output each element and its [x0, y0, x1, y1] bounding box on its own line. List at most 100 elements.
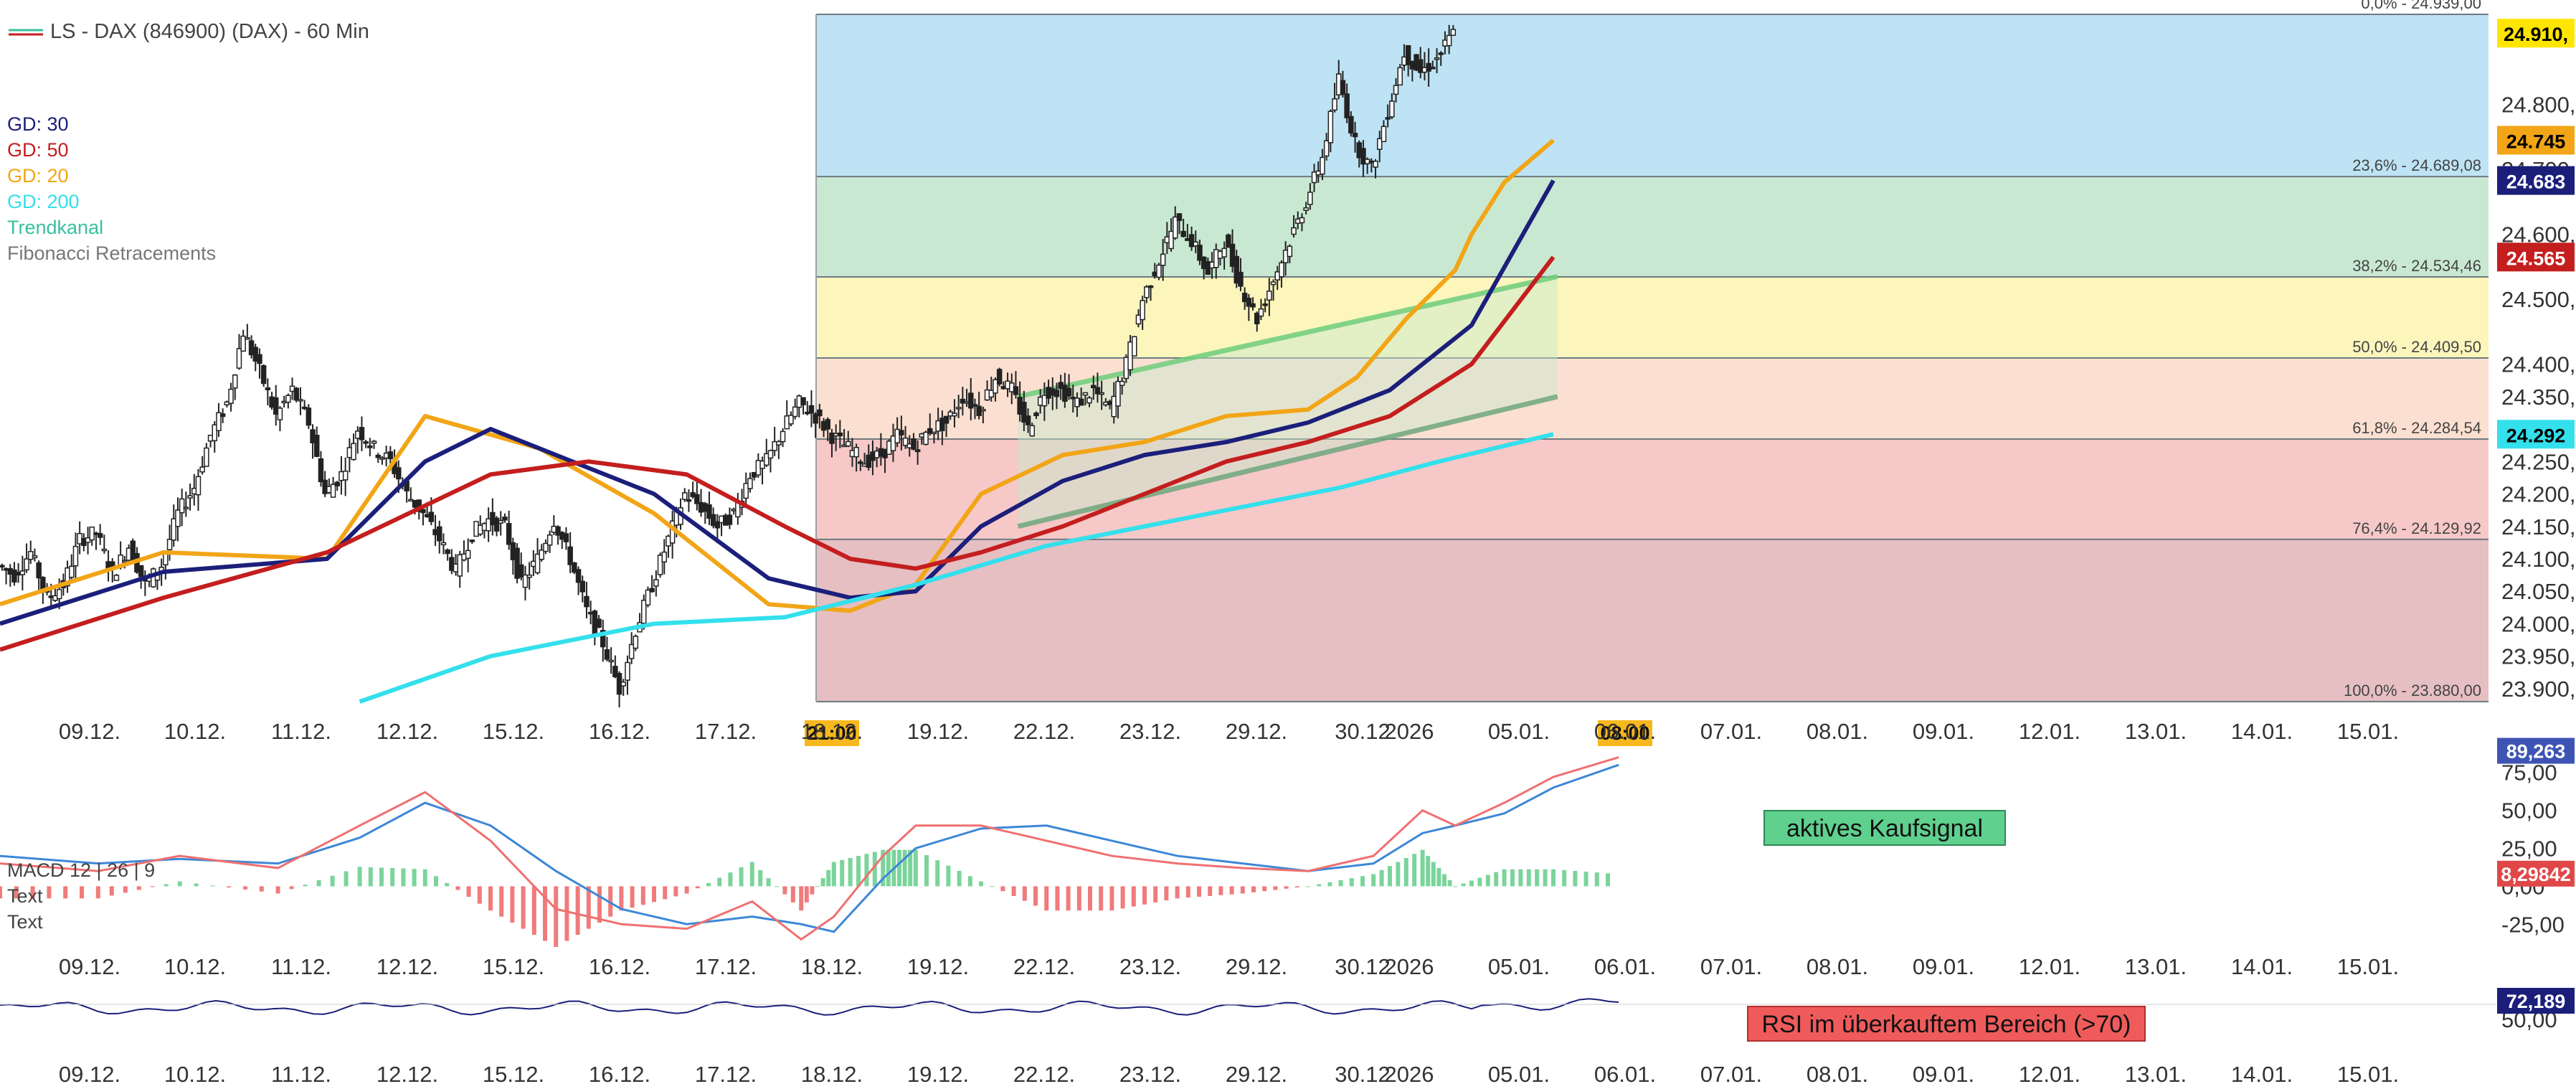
price-tick-label: 24.800, — [2501, 93, 2575, 118]
candle-body — [514, 547, 520, 579]
macd-histogram-bar — [1273, 886, 1278, 890]
candle-body — [183, 506, 189, 509]
candle-body — [927, 428, 933, 434]
candle-body — [1160, 253, 1166, 266]
macd-histogram-bar — [390, 868, 395, 887]
x-tick-label: 2026 — [1385, 954, 1434, 979]
candle-body — [445, 549, 450, 555]
candle-body — [1180, 230, 1186, 237]
macd-histogram-bar — [1426, 856, 1431, 887]
macd-histogram-bar — [316, 880, 321, 887]
candle-body — [1320, 156, 1325, 175]
macd-histogram-bar — [357, 867, 362, 887]
macd-histogram-bar — [1494, 872, 1499, 887]
x-tick-label: 30.12 — [1335, 1062, 1391, 1087]
macd-histogram-bar — [831, 862, 836, 887]
price-badge — [2497, 126, 2575, 155]
candle-body — [522, 574, 529, 588]
candle-body — [36, 562, 42, 579]
macd-histogram-bar — [1420, 849, 1425, 887]
candle-body — [996, 369, 1003, 385]
x-tick-label: 29.12. — [1226, 1062, 1287, 1087]
candle-body — [1389, 100, 1395, 118]
macd-histogram-bar — [840, 859, 845, 887]
candle-body — [1173, 216, 1178, 239]
x-tick-label: 18.12. — [801, 1062, 863, 1087]
macd-histogram-bar — [1606, 873, 1610, 887]
candle-body — [955, 407, 962, 410]
candle-body — [265, 387, 271, 390]
candle-body — [359, 427, 365, 440]
x-tick-label: 16.12. — [589, 954, 650, 979]
candle-body — [584, 595, 589, 608]
legend-item: GD: 200 — [7, 191, 80, 212]
price-tick-label: 24.200, — [2501, 482, 2575, 507]
rsi-panel: 50,00 72,189 09.12. 10.12. 11.12. 12.12. 15.… — [0, 988, 2575, 1087]
candle-body — [1221, 248, 1227, 258]
candle-body — [40, 577, 46, 590]
candle-body — [931, 431, 937, 435]
candle-body — [649, 588, 655, 593]
macd-histogram-bar — [1543, 869, 1548, 887]
candle-body — [113, 575, 120, 581]
macd-histogram-bar — [826, 869, 831, 887]
macd-histogram-bar — [564, 886, 569, 941]
candle-body — [1450, 29, 1457, 36]
candle-body — [122, 560, 128, 562]
candle-body — [694, 494, 700, 504]
macd-histogram-bar — [1240, 886, 1245, 894]
x-tick-label: 18.12. — [801, 954, 863, 979]
x-tick-label: 29.12. — [1226, 719, 1287, 744]
trend-channel-lower — [1017, 394, 1558, 529]
macd-histogram-bar — [1510, 869, 1515, 887]
macd-histogram-bar — [1360, 876, 1365, 887]
price-badge — [2497, 166, 2575, 195]
x-tick-label: 09.01. — [1913, 1062, 1974, 1087]
macd-histogram-bar — [1153, 886, 1158, 902]
macd-histogram-bar — [979, 881, 983, 887]
macd-histogram-bar — [1442, 874, 1446, 887]
x-tick-label: 06.01. — [1594, 1062, 1656, 1087]
x-tick-label: 12.12. — [377, 954, 438, 979]
macd-lines — [0, 756, 1619, 941]
x-tick-label: 30.12 — [1335, 954, 1391, 979]
macd-histogram-bar — [663, 886, 668, 900]
macd-histogram-bar — [717, 877, 722, 887]
candle-body — [743, 483, 749, 499]
candle-body — [1405, 44, 1411, 65]
candle-body — [1119, 380, 1125, 386]
macd-histogram-bar — [902, 849, 907, 887]
candle-body — [56, 588, 62, 600]
candle-body — [518, 564, 524, 578]
macd-histogram-bar — [897, 849, 901, 887]
candle-body — [1250, 303, 1256, 308]
macd-histogram-bar — [259, 886, 264, 892]
fib-lines: 0,0% - 24.939,00 23,6% - 24.689,08 38,2% -… — [815, 0, 2489, 702]
macd-badge — [2497, 860, 2575, 887]
candle-body — [776, 440, 782, 446]
candle-body — [1279, 262, 1284, 278]
x-tick-label: 07.01. — [1700, 719, 1762, 744]
price-tick-label: 24.400, — [2501, 352, 2575, 377]
ma-line-gd200 — [359, 432, 1554, 704]
macd-histogram-bar — [1485, 874, 1490, 887]
x-tick-label: 11.12. — [271, 954, 331, 979]
macd-histogram-bar — [1371, 874, 1376, 887]
candle-body — [260, 365, 267, 385]
candle-body — [710, 514, 716, 527]
price-tick-label: 24.250, — [2501, 449, 2575, 474]
candle-body — [993, 379, 998, 394]
candle-body — [579, 580, 585, 593]
candle-body — [440, 542, 447, 546]
fib-zones — [816, 14, 2489, 702]
rsi-line — [0, 998, 2496, 1016]
macd-histogram-bar — [967, 876, 972, 887]
macd-signal-line — [0, 763, 1619, 933]
macd-histogram-bar — [619, 886, 624, 911]
candle-body — [968, 392, 974, 409]
macd-histogram-bar — [0, 886, 2, 899]
candle-body — [894, 428, 900, 444]
candle-body — [216, 412, 222, 431]
candle-body — [175, 509, 181, 527]
